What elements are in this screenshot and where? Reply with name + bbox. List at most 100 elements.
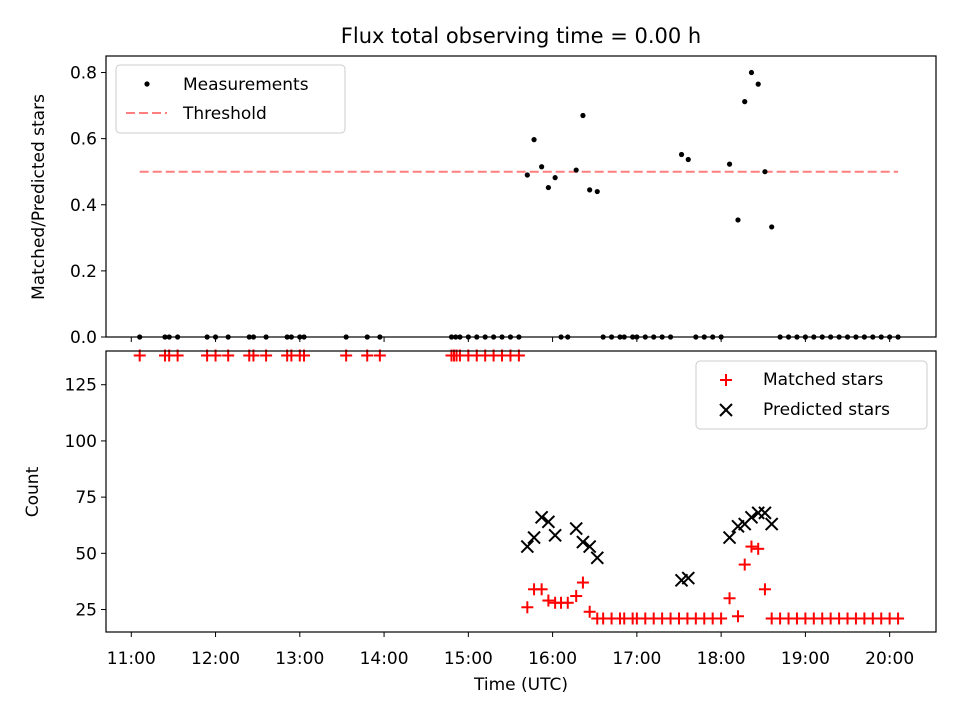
measurement-point <box>748 69 755 76</box>
predicted-star-point <box>576 535 590 549</box>
bottom-x-ticks: 11:00 12:00 13:00 14:00 15:00 16:00 17:00 18:00… <box>107 632 914 669</box>
top-axes-frame <box>105 55 937 338</box>
bottom-x-tick-label: 13:00 <box>275 649 324 669</box>
measurement-point <box>685 156 691 163</box>
legend-matched-marker <box>720 374 732 386</box>
bottom-y-tick-label: 50 <box>75 544 97 564</box>
predicted-star-mark-b <box>764 517 779 531</box>
measurement-point <box>552 175 558 181</box>
predicted-star-point <box>541 515 556 529</box>
predicted-star-point <box>548 528 562 543</box>
top-legend: Measurements Threshold <box>115 64 346 134</box>
count-points <box>133 349 905 625</box>
matched-star-point <box>583 605 596 618</box>
top-y-tick-label: 0.2 <box>70 262 97 282</box>
matched-star-point <box>561 596 574 609</box>
measurement-point <box>735 217 741 223</box>
bottom-y-tick-label: 125 <box>65 376 97 396</box>
predicted-star-mark-b <box>576 535 590 549</box>
predicted-star-point <box>520 539 535 554</box>
bottom-legend: Matched stars Predicted stars <box>695 360 928 430</box>
top-y-tick-label: 0.4 <box>70 196 97 216</box>
bottom-y-tick-label: 25 <box>75 601 97 621</box>
measurement-point <box>726 161 733 167</box>
bottom-x-tick-label: 20:00 <box>865 649 914 669</box>
measurement-point <box>531 137 537 143</box>
matched-star-point <box>758 583 771 596</box>
measurement-point <box>742 99 748 105</box>
bottom-subplot: 25 50 75 100 125 11:00 12:00 13:00 14:00 15:00 16… <box>23 349 937 695</box>
bottom-y-axis-label: Count <box>23 466 43 517</box>
bottom-x-tick-label: 17:00 <box>612 649 661 669</box>
predicted-star-point <box>758 506 772 520</box>
matched-star-point <box>576 576 589 589</box>
top-subplot: 0.00.20.40.60.8 Matched/Predicted stars … <box>29 55 937 348</box>
top-legend-box <box>115 64 346 134</box>
legend-predicted-label: Predicted stars <box>763 400 890 420</box>
bottom-x-tick-label: 15:00 <box>444 649 493 669</box>
matched-star-point <box>542 594 555 607</box>
top-y-ticks: 0.0 0.2 0.4 0.6 0.8 <box>70 64 106 348</box>
matched-star-point <box>731 610 744 623</box>
legend-matched-label: Matched stars <box>763 370 883 390</box>
predicted-star-point <box>744 510 759 525</box>
matched-star-point <box>723 592 736 605</box>
measurement-point <box>573 167 579 173</box>
measurement-point <box>587 187 593 193</box>
predicted-star-mark-b <box>541 515 556 529</box>
predicted-star-mark-b <box>681 571 695 585</box>
measurement-point <box>594 188 600 195</box>
measurement-point <box>762 169 768 175</box>
predicted-star-mark-b <box>527 530 541 545</box>
bottom-x-tick-label: 19:00 <box>781 649 830 669</box>
measurement-point <box>769 224 775 230</box>
measurement-point <box>755 81 761 87</box>
matched-star-point <box>892 612 905 625</box>
bottom-legend-box <box>695 360 928 430</box>
bottom-axes-frame <box>105 350 937 633</box>
predicted-star-point <box>590 551 604 565</box>
measurement-point <box>678 151 685 158</box>
matched-star-point <box>535 583 548 596</box>
predicted-star-point <box>722 530 737 545</box>
predicted-star-mark-b <box>744 510 759 525</box>
bottom-y-ticks: 25 50 75 100 125 <box>65 376 106 621</box>
predicted-star-point <box>534 510 549 525</box>
predicted-star-mark-b <box>520 539 535 554</box>
matched-star-point <box>745 540 758 553</box>
bottom-x-tick-label: 14:00 <box>360 649 409 669</box>
matched-star-point <box>715 612 728 625</box>
predicted-star-mark-b <box>722 530 737 545</box>
bottom-x-tick-label: 18:00 <box>697 649 746 669</box>
x-axis-label: Time (UTC) <box>473 675 568 695</box>
bottom-x-tick-label: 16:00 <box>528 649 577 669</box>
top-x-ticks <box>130 337 891 342</box>
predicted-star-point <box>527 530 541 545</box>
measurement-point <box>539 164 545 170</box>
predicted-star-mark-b <box>590 551 604 565</box>
predicted-star-point <box>681 571 695 585</box>
measurement-point <box>580 112 586 119</box>
chart-title: Flux total observing time = 0.00 h <box>341 24 701 48</box>
bottom-x-tick-label: 12:00 <box>191 649 240 669</box>
top-y-tick-label: 0.0 <box>70 328 97 348</box>
measurement-point <box>524 172 530 178</box>
bottom-x-tick-label: 11:00 <box>107 649 156 669</box>
matched-star-point <box>752 542 765 555</box>
predicted-star-mark-b <box>548 528 562 543</box>
predicted-star-mark-b <box>569 521 583 536</box>
legend-predicted-marker <box>719 403 733 417</box>
predicted-star-mark-b <box>534 510 549 525</box>
matched-star-point <box>738 558 751 571</box>
legend-measurements-marker <box>144 81 150 87</box>
matched-star-point <box>521 601 534 614</box>
predicted-star-mark-b <box>582 539 597 554</box>
predicted-star-point <box>764 517 779 531</box>
top-y-tick-label: 0.6 <box>70 130 97 150</box>
predicted-star-mark-b <box>758 506 772 520</box>
predicted-star-point <box>569 521 583 536</box>
legend-threshold-label: Threshold <box>182 104 267 124</box>
bottom-y-tick-label: 100 <box>65 432 97 452</box>
matched-star-point <box>570 590 583 603</box>
